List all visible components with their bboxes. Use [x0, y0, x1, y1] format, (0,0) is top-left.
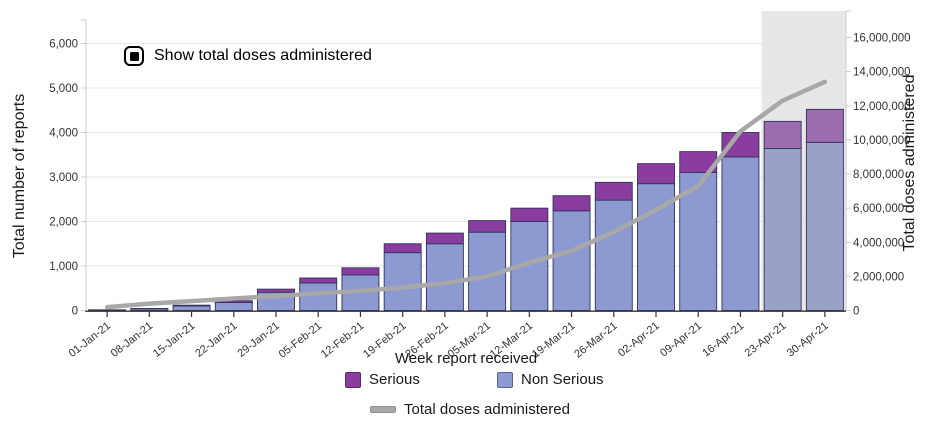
x-tick-label: 22-Jan-21: [193, 320, 239, 360]
show-doses-toggle[interactable]: Show total doses administered: [124, 46, 372, 66]
bar-segment-serious[interactable]: [468, 220, 507, 233]
y-axis-left-title: Total number of reports: [11, 93, 28, 259]
legend-item-non-serious[interactable]: Non Serious: [497, 371, 604, 388]
bar-segment-serious[interactable]: [299, 277, 338, 284]
bar-segment-non-serious[interactable]: [552, 210, 591, 311]
y-right-tick-label: 4,000,000: [853, 237, 904, 249]
y-right-tick-label: 0: [853, 306, 859, 318]
legend-label-serious: Serious: [369, 371, 420, 388]
y-right-tick-label: 12,000,000: [853, 101, 911, 113]
y-left-tick-label: 5,000: [49, 83, 78, 95]
x-tick-label: 16-Apr-21: [700, 320, 746, 360]
bar-segment-non-serious[interactable]: [763, 148, 802, 311]
bar-segment-serious[interactable]: [172, 304, 211, 307]
legend-label-doses-line: Total doses administered: [404, 401, 570, 418]
y-left-tick-label: 2,000: [49, 217, 78, 229]
x-tick-label: 01-Jan-21: [67, 320, 113, 360]
y-right-tick-label: 16,000,000: [853, 33, 911, 45]
non-serious-swatch-icon: [497, 371, 513, 388]
bar-segment-non-serious[interactable]: [594, 199, 633, 311]
x-tick-label: 23-Apr-21: [743, 320, 789, 360]
doses-line[interactable]: [104, 79, 828, 310]
bar-segment-non-serious[interactable]: [425, 243, 464, 311]
checkbox-icon[interactable]: [124, 46, 144, 66]
bar-segment-serious[interactable]: [510, 207, 549, 222]
y-left-tick-label: 3,000: [49, 172, 78, 184]
y-axis-right-title: Total doses administered: [901, 74, 918, 252]
bar-segment-serious[interactable]: [805, 108, 844, 143]
bar-segment-serious[interactable]: [341, 267, 380, 276]
bar-segment-non-serious[interactable]: [214, 302, 253, 311]
bar-segment-non-serious[interactable]: [383, 252, 422, 311]
x-tick-label: 15-Jan-21: [151, 320, 197, 360]
y-left-tick-label: 0: [72, 306, 78, 318]
bar-segment-non-serious[interactable]: [299, 282, 338, 311]
y-left-tick-label: 6,000: [49, 39, 78, 51]
x-tick-label: 29-Jan-21: [235, 320, 281, 360]
y-left-tick-label: 4,000: [49, 128, 78, 140]
show-doses-toggle-label: Show total doses administered: [154, 47, 372, 64]
y-right-tick-label: 10,000,000: [853, 135, 911, 147]
x-tick-label: 30-Apr-21: [785, 320, 831, 360]
bar-segment-serious[interactable]: [425, 232, 464, 245]
checkbox-checked-mark: [129, 51, 139, 61]
bar-segment-serious[interactable]: [383, 243, 422, 254]
bar-segment-serious[interactable]: [763, 120, 802, 149]
y-right-tick-label: 14,000,000: [853, 67, 911, 79]
legend-item-serious[interactable]: Serious: [345, 371, 420, 388]
bar-segment-non-serious[interactable]: [805, 141, 844, 311]
x-tick-label: 08-Jan-21: [109, 320, 155, 360]
y-right-tick-label: 8,000,000: [853, 169, 904, 181]
x-tick-label: 09-Apr-21: [658, 320, 704, 360]
bar-segment-serious[interactable]: [257, 288, 295, 293]
y-left-tick-label: 1,000: [49, 261, 78, 273]
legend-item-doses-line[interactable]: Total doses administered: [370, 401, 570, 418]
y-right-tick-label: 2,000,000: [853, 271, 904, 283]
x-tick-label: 05-Feb-21: [277, 320, 324, 361]
x-tick-label: 02-Apr-21: [616, 320, 662, 360]
bar-segment-non-serious[interactable]: [172, 305, 211, 311]
bar-segment-non-serious[interactable]: [679, 172, 718, 311]
y-right-tick-label: 6,000,000: [853, 203, 904, 215]
doses-line-swatch-icon: [370, 406, 396, 413]
bar-segment-serious[interactable]: [552, 195, 591, 212]
bar-segment-serious[interactable]: [594, 181, 633, 201]
x-axis-title: Week report received: [394, 350, 538, 367]
serious-swatch-icon: [345, 371, 361, 388]
bar-segment-non-serious[interactable]: [721, 156, 760, 311]
legend-label-non-serious: Non Serious: [521, 371, 604, 388]
bar-segment-serious[interactable]: [637, 163, 675, 185]
